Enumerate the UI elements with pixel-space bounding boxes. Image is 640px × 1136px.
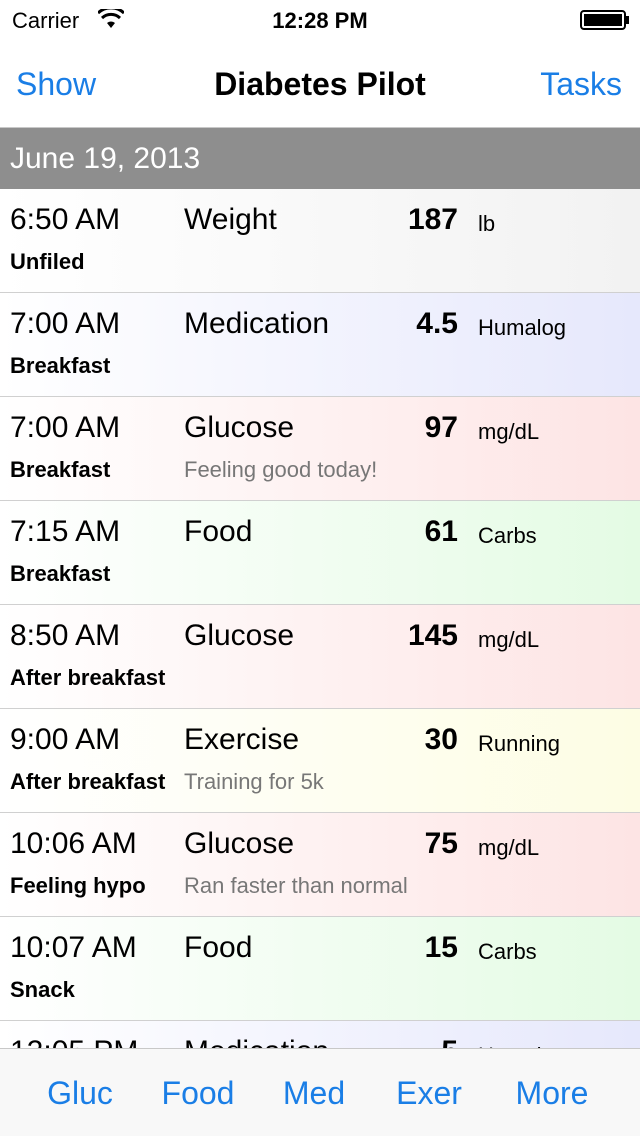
entry-row[interactable]: 12:05 PMMedication5HumalogLunch (0, 1021, 640, 1048)
entry-time: 8:50 AM (10, 619, 121, 652)
entry-row[interactable]: 10:07 AM Food 15 Carbs Snack (0, 917, 640, 1021)
entry-tag: After breakfast (10, 665, 166, 690)
entry-row[interactable]: 7:15 AM Food 61 Carbs Breakfast (0, 501, 640, 605)
entry-tag: Unfiled (10, 249, 85, 274)
entry-tag: Snack (10, 977, 75, 1002)
entry-time: 10:06 AM (10, 827, 137, 860)
entry-time: 12:05 PM (10, 1035, 138, 1048)
nav-title: Diabetes Pilot (214, 66, 426, 102)
status-bar: Carrier 12:28 PM (0, 0, 640, 40)
entry-unit: mg/dL (478, 419, 540, 444)
entry-type: Medication (184, 307, 330, 340)
entry-tag: After breakfast (10, 769, 166, 794)
entry-row[interactable]: 6:50 AM Weight 187 lb Unfiled (0, 189, 640, 293)
entry-note: Feeling good today! (184, 457, 378, 482)
entry-unit: Carbs (478, 523, 537, 548)
entry-type: Glucose (184, 827, 295, 860)
entry-row[interactable]: 7:00 AM Glucose 97 mg/dL Breakfast Feeling go… (0, 397, 640, 501)
entry-tag: Breakfast (10, 353, 111, 378)
battery-icon (580, 10, 629, 30)
entry-row[interactable]: 8:50 AM Glucose 145 mg/dL After breakfast (0, 605, 640, 709)
entry-time: 7:00 AM (10, 307, 121, 340)
entry-value: 30 (424, 723, 458, 756)
tab-button[interactable]: Food (161, 1075, 235, 1111)
tab-button[interactable]: Gluc (47, 1075, 113, 1111)
entry-unit: mg/dL (478, 835, 540, 860)
entry-value: 145 (407, 619, 458, 652)
tab-button[interactable]: More (515, 1075, 589, 1111)
entry-type: Food (184, 931, 253, 964)
section-date: June 19, 2013 (10, 142, 201, 175)
entry-unit: Running (478, 731, 560, 756)
entry-time: 6:50 AM (10, 203, 121, 236)
entry-type: Exercise (184, 723, 300, 756)
tab-button[interactable]: Med (282, 1075, 346, 1111)
entry-type: Glucose (184, 411, 295, 444)
tab-button[interactable]: Exer (396, 1075, 462, 1111)
entry-note: Ran faster than normal (184, 873, 408, 898)
entry-type: Weight (184, 203, 277, 236)
show-button[interactable]: Show (16, 66, 97, 102)
entry-value: 187 (407, 203, 458, 236)
section-header: June 19, 2013 (0, 128, 640, 189)
entry-note: Training for 5k (184, 769, 324, 794)
entry-type: Medication (184, 1035, 329, 1048)
entry-time: 9:00 AM (10, 723, 121, 756)
entry-row[interactable]: 9:00 AM Exercise 30 Running After breakfast T… (0, 709, 640, 813)
entry-value: 15 (424, 931, 458, 964)
entry-value: 75 (424, 827, 458, 860)
entry-tag: Breakfast (10, 457, 111, 482)
entry-list: 6:50 AM Weight 187 lb Unfiled 7:00 AM Medicati… (0, 189, 640, 1048)
carrier: Carrier (12, 8, 80, 33)
clock: 12:28 PM (272, 8, 368, 33)
entry-tag: Feeling hypo (10, 873, 146, 898)
tasks-button[interactable]: Tasks (540, 66, 622, 102)
entry-row[interactable]: 7:00 AM Medication 4.5 Humalog Breakfast (0, 293, 640, 397)
entry-unit: Carbs (478, 939, 537, 964)
entry-time: 7:15 AM (10, 515, 121, 548)
entry-unit: Humalog (478, 315, 567, 340)
entry-value: 61 (424, 515, 458, 548)
entry-time: 7:00 AM (10, 411, 121, 444)
entry-value: 5 (441, 1035, 458, 1048)
entry-value: 4.5 (416, 307, 458, 340)
entry-unit: mg/dL (478, 627, 540, 652)
entry-type: Food (184, 515, 253, 548)
entry-row[interactable]: 10:06 AM Glucose 75 mg/dL Feeling hypo Ran fa… (0, 813, 640, 917)
entry-tag: Breakfast (10, 561, 111, 586)
entry-type: Glucose (184, 619, 295, 652)
entry-time: 10:07 AM (10, 931, 137, 964)
tab-bar: Gluc Food Med Exer More (0, 1048, 640, 1136)
entry-value: 97 (424, 411, 458, 444)
wifi-icon (98, 9, 124, 28)
entry-unit: Humalog (478, 1043, 566, 1048)
navigation-bar: Show Diabetes Pilot Tasks (0, 40, 640, 128)
entry-unit: lb (478, 211, 496, 236)
